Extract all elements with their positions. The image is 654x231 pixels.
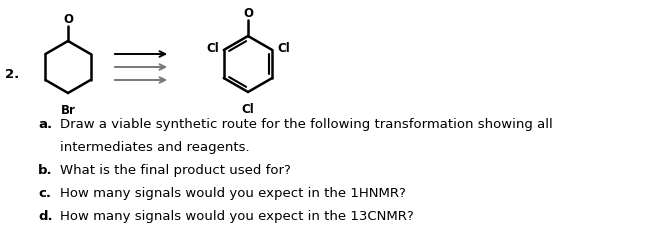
Text: How many signals would you expect in the 13CNMR?: How many signals would you expect in the…: [60, 209, 414, 222]
Text: b.: b.: [38, 163, 52, 176]
Text: O: O: [63, 13, 73, 26]
Text: Cl: Cl: [241, 103, 254, 116]
Text: What is the final product used for?: What is the final product used for?: [60, 163, 291, 176]
Text: d.: d.: [38, 209, 52, 222]
Text: How many signals would you expect in the 1HNMR?: How many signals would you expect in the…: [60, 186, 406, 199]
Text: a.: a.: [38, 118, 52, 131]
Text: O: O: [243, 7, 253, 20]
Text: Draw a viable synthetic route for the following transformation showing all: Draw a viable synthetic route for the fo…: [60, 118, 553, 131]
Text: Br: Br: [61, 103, 75, 116]
Text: Cl: Cl: [206, 42, 218, 55]
Text: c.: c.: [38, 186, 51, 199]
Text: intermediates and reagents.: intermediates and reagents.: [60, 140, 250, 153]
Text: 2.: 2.: [5, 68, 19, 81]
Text: Cl: Cl: [277, 42, 290, 55]
